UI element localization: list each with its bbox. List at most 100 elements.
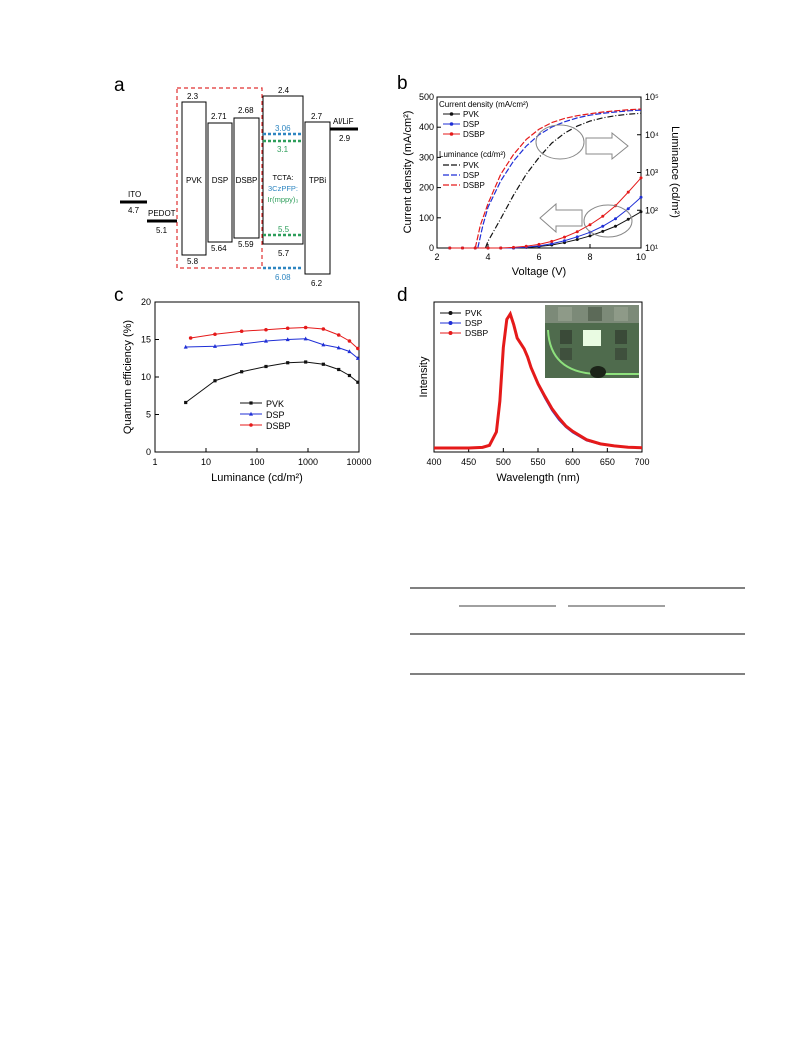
b-current-point: [588, 223, 592, 227]
b-xtick-label: 10: [636, 252, 646, 262]
c-legend-marker: [249, 401, 253, 405]
b-current-point: [512, 245, 515, 249]
d-xtick-label: 700: [634, 457, 649, 467]
c-point: [264, 364, 268, 369]
b-current-point: [614, 224, 617, 228]
photo-lit-pixel: [583, 330, 601, 346]
b-y2tick-label: 10⁵: [645, 92, 659, 102]
b-current-point: [601, 229, 605, 233]
b-current-point: [486, 246, 490, 250]
c-xtick-label: 10: [201, 457, 211, 467]
b-legend-lum-label: DSBP: [463, 181, 485, 190]
photo-pixel: [614, 307, 628, 321]
b-luminance-line-dsbp: [474, 108, 642, 249]
device-photo: [545, 305, 639, 378]
c-point: [184, 400, 188, 405]
b-ellipse-current: [583, 204, 633, 238]
c-point: [321, 342, 326, 347]
c-series: [183, 325, 360, 405]
b-xtick-label: 2: [434, 252, 439, 262]
b-y2tick-label: 10²: [645, 205, 658, 215]
b-ytick-label: 200: [419, 183, 434, 193]
b-luminance-line-dsp: [477, 109, 642, 249]
b-current-point: [563, 235, 566, 239]
layer-dsbp-lumo: 2.68: [238, 106, 254, 115]
c-xlabel: Luminance (cd/m²): [211, 472, 303, 484]
c-legend-marker: [249, 411, 253, 416]
b-current-point: [563, 239, 566, 243]
panel-label-c: c: [114, 285, 124, 306]
c-ytick-label: 10: [141, 372, 151, 382]
c-point: [188, 336, 193, 340]
b-xtick-label: 4: [485, 252, 490, 262]
c-point: [337, 367, 341, 372]
b-current-line-dsbp: [449, 177, 642, 249]
c-ylabel: Quantum efficiency (%): [122, 320, 134, 434]
c-axis-ticks: 1 10 100 1000 10000 0 5 10 15 20: [141, 297, 372, 467]
c-point: [264, 327, 268, 332]
d-legend-marker: [448, 311, 453, 315]
c-point: [336, 345, 341, 350]
layer-tpbi: [304, 121, 331, 275]
b-current-point: [550, 239, 554, 243]
c-point: [212, 344, 217, 348]
b-current-point: [575, 230, 579, 234]
layer-pvk: [181, 101, 207, 256]
panel-label-d: d: [397, 285, 408, 306]
b-current-point: [601, 224, 605, 228]
d-xtick-label: 400: [426, 457, 441, 467]
layer-dsp-name: DSP: [212, 176, 228, 185]
b-current-point: [614, 217, 617, 221]
b-y2tick-label: 10⁴: [645, 130, 659, 140]
c-ytick-label: 5: [146, 410, 151, 420]
c-point: [183, 344, 188, 349]
d-ylabel: Intensity: [418, 356, 430, 397]
b-current-point: [499, 246, 503, 250]
b-current-point: [626, 190, 630, 194]
b-current-point: [588, 234, 592, 238]
b-arrow-right-icon: [585, 131, 629, 161]
layer-dsbp-name: DSBP: [236, 176, 258, 185]
c-point: [356, 380, 360, 384]
layer-tcta: [262, 95, 304, 245]
pedot-value: 5.1: [156, 226, 168, 235]
c-xtick-label: 100: [249, 457, 264, 467]
host-homo-value: 6.08: [275, 273, 291, 282]
c-point: [285, 337, 290, 342]
b-legend-lum-label: PVK: [463, 161, 480, 170]
c-point: [213, 332, 217, 337]
tcta-label: TCTA:: [272, 173, 293, 182]
c-legend-marker: [249, 423, 253, 427]
d-legend-marker: [448, 321, 453, 325]
c-point: [240, 370, 244, 374]
d-xtick-label: 450: [461, 457, 476, 467]
c-point: [239, 341, 244, 346]
b-legend-cd-label: DSBP: [463, 130, 485, 139]
b-ytick-label: 0: [429, 243, 434, 253]
b-xtick-label: 8: [587, 252, 592, 262]
c-point: [286, 361, 290, 365]
b-luminance-line-pvk: [484, 112, 642, 249]
d-xlabel: Wavelength (nm): [496, 472, 579, 484]
c-xtick-label: 1: [152, 457, 157, 467]
d-legend-label: DSBP: [465, 328, 488, 338]
c-point: [336, 333, 341, 337]
b-current-point: [626, 217, 630, 221]
layer-pvk-lumo: 2.3: [187, 92, 199, 101]
b-legend-cd-title: Current density (mA/cm²): [439, 100, 529, 109]
c-point: [355, 356, 360, 360]
b-current-point: [550, 242, 554, 246]
pedot-label: PEDOT: [148, 209, 176, 218]
layer-pvk-name: PVK: [186, 176, 203, 185]
panel-label-b: b: [397, 73, 408, 94]
c-line-dsbp: [190, 326, 359, 349]
b-current-point: [639, 195, 643, 199]
d-line-dsbp: [434, 310, 643, 450]
c-point: [303, 325, 308, 330]
